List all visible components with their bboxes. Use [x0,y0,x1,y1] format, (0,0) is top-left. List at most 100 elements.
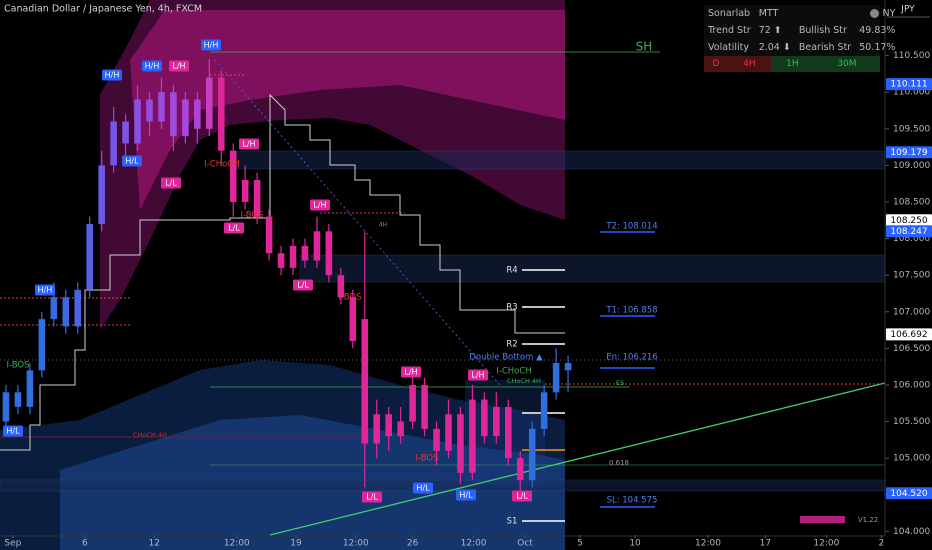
info-panel: Sonarlab MTT NY Trend Str 72 ⬆ Bullish S… [704,5,895,72]
candle-body [528,428,536,481]
annotation: L/H [404,368,417,377]
candle-body [433,428,440,451]
annotation: H/L [459,491,473,500]
candle-body [265,216,273,254]
y-tick-label: 108.500 [893,197,930,207]
session-icon [869,9,879,18]
candle-body [469,399,476,473]
y-tick-label: 106.000 [893,380,930,390]
candle-body [301,245,309,261]
annotation: 0.618 [609,459,629,467]
annotation-box [310,199,330,211]
y-tick-label: 108.000 [893,234,930,244]
annotation: L/L [165,179,177,188]
annotation: I-BOS [6,361,29,371]
x-tick-label: 12 [149,539,160,549]
annotation: I-BOS [338,293,361,303]
price-tag-label: 104.520 [890,489,927,499]
candle-body [122,121,129,144]
candle-body [14,392,22,407]
annotation: L/H [471,371,484,380]
annotation: 4H [379,222,387,229]
x-tick-label: 12:00 [343,539,369,549]
annotation: L/L [366,493,378,502]
candle-body [194,99,201,129]
price-tag [886,78,932,91]
annotation: SL: 104.575 [607,496,658,506]
annotation-box [102,69,122,81]
candle-body [313,231,321,261]
x-tick-label: 10 [629,539,641,549]
candle-body [98,165,105,224]
annotation: L/L [297,281,309,290]
annotation: H/H [105,71,120,80]
timeframe-cell: 30M [813,56,880,72]
annotation: I-BOS [415,454,438,464]
candle-body [516,458,524,481]
annotation-box [413,482,433,494]
price-tag-label: 108.250 [890,216,927,226]
candle-body [481,399,488,437]
annotation: ES [616,379,624,387]
annotation: I-CHoCH [496,367,531,377]
panel-cell: 2.04 ⬇ [758,42,791,53]
x-tick-label: Sep [4,539,21,549]
annotation-box [401,366,421,378]
candle-body [241,180,249,202]
candle-body [325,231,333,276]
panel-brand: Sonarlab [708,8,751,19]
candle-body [86,223,93,290]
annotation-box [224,222,244,234]
candle-body [38,319,46,371]
price-tag [886,487,932,500]
annotation: V1.22 [858,516,878,524]
panel-cell: Volatility [708,42,750,53]
candle-body [361,319,369,444]
candle-body [445,414,452,451]
panel-cell: Bearish Str [798,42,852,53]
annotation: SH [636,40,653,54]
candle-body [110,121,117,166]
annotation: L/H [313,201,326,210]
price-tag-label: 106.692 [890,330,927,340]
annotation-box [201,39,221,51]
annotation-box [169,60,189,72]
x-tick-label: 12:00 [461,539,487,549]
x-tick-label: 2 [879,539,885,549]
annotation: En: 106.216 [606,353,657,363]
x-tick-label: Oct [517,539,533,549]
candle-body [74,289,82,327]
chart-title: Canadian Dollar / Japanese Yen, 4h, FXCM [4,4,202,15]
candle-body [289,245,297,268]
annotation-box [456,489,476,501]
candle-body [170,92,177,137]
candle-body [182,99,189,137]
annotation: L/L [516,492,528,501]
annotation: CHoCH 4H [133,431,167,439]
trailing-stop-line [0,93,565,451]
candle-body [158,92,165,122]
candle-body [146,99,153,122]
x-tick-label: 12:00 [695,539,721,549]
candle-body [253,180,261,217]
x-tick-label: 19 [290,539,302,549]
candle-body [229,150,237,202]
candle-body [457,414,464,473]
candle-body [564,363,572,371]
annotation-box [35,284,55,296]
annotation: Double Bottom ▲ [469,353,543,363]
panel-cell: 49.83% [859,25,896,36]
zone [0,479,886,492]
price-tag-label: 109.179 [890,148,927,158]
annotation-box [239,138,259,150]
candle-body [277,253,285,268]
annotation-box [161,177,181,189]
candle-body [421,384,428,429]
candle-body [493,406,500,437]
annotation: L/L [228,224,240,233]
annotation: H/H [145,62,160,71]
annotation-box [512,490,532,502]
candle-body [50,297,58,320]
